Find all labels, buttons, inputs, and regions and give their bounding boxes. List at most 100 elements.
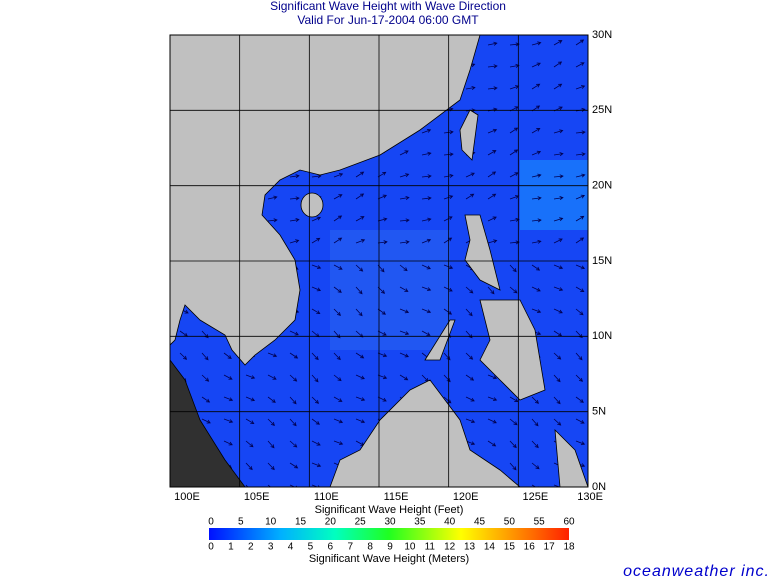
arrow xyxy=(509,63,520,68)
lat-label: 25N xyxy=(592,104,612,116)
arrow xyxy=(487,239,498,244)
arrow xyxy=(311,352,319,361)
meters-title: Significant Wave Height (Meters) xyxy=(309,553,469,565)
arrow xyxy=(443,264,454,270)
feet-tick: 50 xyxy=(504,517,516,528)
arrow xyxy=(223,352,232,359)
arrow xyxy=(355,238,366,244)
arrow xyxy=(553,129,564,134)
arrow xyxy=(531,484,539,487)
arrow xyxy=(267,352,278,358)
map-frame xyxy=(169,34,589,488)
lon-label: 115E xyxy=(384,491,409,503)
arrow xyxy=(245,484,249,487)
feet-tick: 10 xyxy=(265,517,277,528)
lon-label: 130E xyxy=(577,491,603,503)
arrow xyxy=(465,396,475,402)
arrow xyxy=(443,286,453,292)
feet-tick: 30 xyxy=(384,517,396,528)
arrow xyxy=(531,173,542,178)
meters-tick: 0 xyxy=(208,542,214,553)
lat-label: 0N xyxy=(592,481,606,493)
feet-tick: 60 xyxy=(563,517,575,528)
meters-tick: 4 xyxy=(288,542,294,553)
palawan xyxy=(424,319,456,361)
arrow xyxy=(267,418,275,426)
arrow xyxy=(509,127,519,134)
arrow xyxy=(311,462,322,468)
arrow xyxy=(311,308,321,315)
arrow xyxy=(355,418,366,424)
map xyxy=(170,35,588,487)
lon-label: 120E xyxy=(453,491,479,503)
arrow xyxy=(355,193,365,200)
arrow xyxy=(487,150,497,156)
feet-tick: 5 xyxy=(238,517,244,528)
arrow xyxy=(355,286,363,295)
arrow xyxy=(223,418,234,424)
meters-tick: 9 xyxy=(387,542,393,553)
arrow xyxy=(531,286,541,292)
arrow xyxy=(245,396,256,402)
arrow xyxy=(179,352,188,360)
arrow xyxy=(465,352,474,360)
arrow xyxy=(575,418,585,424)
arrow xyxy=(531,218,542,223)
arrow xyxy=(355,396,366,402)
arrow xyxy=(465,308,473,317)
meters-tick: 10 xyxy=(404,542,416,553)
arrow xyxy=(553,396,561,405)
arrow xyxy=(355,264,364,272)
lon-label: 105E xyxy=(244,491,270,503)
arrow xyxy=(575,62,585,68)
arrow xyxy=(575,130,586,135)
lat-label: 20N xyxy=(592,180,612,192)
arrow xyxy=(553,308,563,314)
lon-label: 125E xyxy=(522,491,548,503)
arrow xyxy=(245,418,255,425)
arrow xyxy=(289,239,300,244)
arrow xyxy=(399,264,408,272)
arrow xyxy=(377,352,388,358)
arrow xyxy=(333,418,344,424)
sea-shade xyxy=(330,230,450,350)
arrow xyxy=(487,418,497,424)
meters-tick: 6 xyxy=(328,542,334,553)
arrow xyxy=(531,127,541,134)
arrow xyxy=(399,150,409,156)
meters-tick: 7 xyxy=(347,542,353,553)
arrow xyxy=(355,352,365,359)
arrow xyxy=(465,85,476,91)
arrow xyxy=(575,85,586,90)
arrow xyxy=(553,374,561,383)
arrow xyxy=(267,484,272,487)
arrow xyxy=(575,352,583,361)
arrow xyxy=(531,418,539,427)
arrow xyxy=(465,286,474,294)
meters-tick: 12 xyxy=(444,542,456,553)
arrow xyxy=(289,440,298,448)
arrow xyxy=(289,418,297,427)
arrow xyxy=(311,396,320,404)
arrow xyxy=(245,462,253,471)
arrow xyxy=(333,396,343,402)
land xyxy=(170,35,588,487)
arrow xyxy=(201,374,210,382)
arrow xyxy=(333,237,343,244)
arrow xyxy=(311,286,322,292)
arrow xyxy=(575,152,586,157)
arrow xyxy=(575,215,585,222)
arrow xyxy=(201,396,211,403)
arrow xyxy=(531,41,542,46)
colorbar xyxy=(209,528,569,540)
peninsula xyxy=(170,359,246,487)
arrow xyxy=(399,240,410,245)
arrow xyxy=(487,64,498,69)
meters-tick: 14 xyxy=(484,542,496,553)
arrow xyxy=(443,216,453,222)
arrow xyxy=(575,194,586,200)
arrow xyxy=(531,62,541,68)
arrow xyxy=(289,374,298,382)
arrow xyxy=(509,217,520,222)
arrow xyxy=(575,440,586,446)
